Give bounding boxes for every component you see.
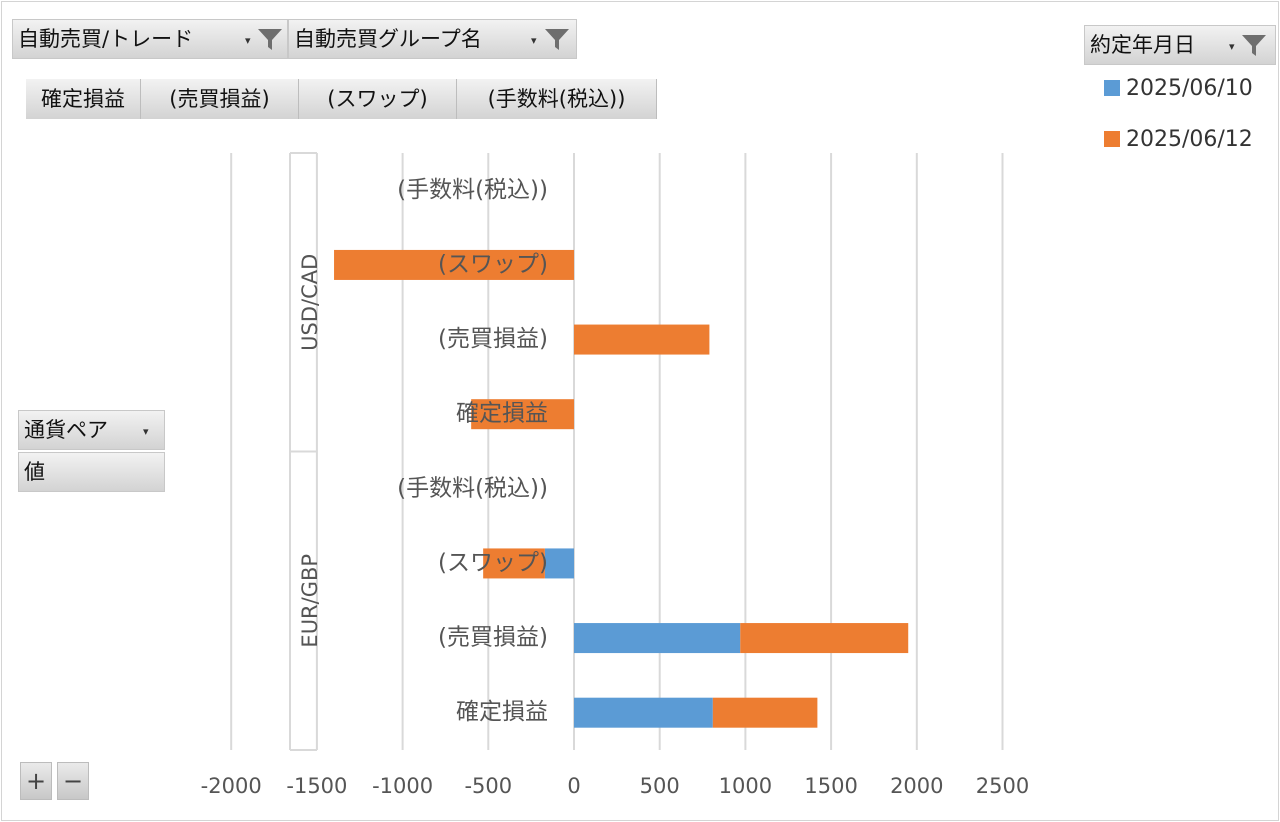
values-field-button[interactable]: 値: [18, 452, 165, 492]
group-filter-label: 自動売買グループ名: [294, 27, 482, 51]
bar-2: [712, 697, 818, 728]
bar-2: [334, 249, 574, 280]
x-tick-label: -1000: [372, 774, 433, 798]
bar-2: [740, 623, 909, 654]
trade-filter-button[interactable]: 自動売買/トレード ▾: [12, 19, 288, 59]
legend-item-series1: 2025/06/10: [1104, 74, 1253, 104]
category-label: 確定損益: [456, 401, 548, 427]
bar-2: [574, 324, 710, 355]
chevron-down-icon[interactable]: ▾: [1229, 40, 1235, 53]
date-filter-label: 約定年月日: [1090, 33, 1195, 57]
currency-pair-label: 通貨ペア: [24, 418, 108, 442]
trade-filter-label: 自動売買/トレード: [18, 27, 194, 51]
x-tick-label: -1500: [286, 774, 347, 798]
bar-1: [574, 623, 741, 654]
legend-label: 2025/06/12: [1126, 127, 1253, 152]
x-tick-label: 2000: [890, 774, 943, 798]
legend-swatch: [1104, 131, 1120, 147]
legend-item-series2: 2025/06/12: [1104, 125, 1253, 155]
legend-swatch: [1104, 80, 1120, 96]
x-tick-label: 0: [567, 774, 580, 798]
group-label: USD/CAD: [298, 254, 322, 351]
bar-1: [574, 697, 713, 728]
filter-icon[interactable]: [257, 26, 283, 52]
chevron-down-icon[interactable]: ▾: [143, 425, 149, 438]
bar-2: [483, 548, 545, 579]
category-label: (売買損益): [438, 625, 548, 651]
currency-pair-filter-button[interactable]: 通貨ペア ▾: [18, 410, 165, 450]
category-label: 確定損益: [456, 699, 548, 725]
x-tick-label: 500: [640, 774, 680, 798]
expand-button[interactable]: +: [20, 762, 52, 800]
chevron-down-icon[interactable]: ▾: [245, 34, 251, 47]
values-field-label: 値: [24, 460, 45, 484]
category-label: (スワップ): [438, 251, 548, 277]
group-filter-button[interactable]: 自動売買グループ名 ▾: [288, 19, 577, 59]
legend-label: 2025/06/10: [1126, 76, 1253, 101]
value-button-trade-pl[interactable]: (売買損益): [141, 79, 299, 119]
x-tick-label: -2000: [201, 774, 262, 798]
date-filter-button[interactable]: 約定年月日 ▾: [1084, 25, 1276, 65]
value-button-fee[interactable]: (手数料(税込)): [457, 79, 657, 119]
group-label: EUR/GBP: [298, 554, 322, 648]
category-label: (スワップ): [438, 550, 548, 576]
x-tick-label: 1500: [804, 774, 857, 798]
category-label: (手数料(税込)): [397, 177, 548, 203]
bar-2: [471, 399, 574, 430]
x-tick-label: -500: [464, 774, 512, 798]
filter-icon[interactable]: [544, 26, 570, 52]
x-tick-label: 1000: [719, 774, 772, 798]
category-label: (売買損益): [438, 326, 548, 352]
category-label: (手数料(税込)): [397, 475, 548, 501]
collapse-button[interactable]: −: [57, 762, 89, 800]
chevron-down-icon[interactable]: ▾: [531, 34, 537, 47]
value-button-confirmed-pl[interactable]: 確定損益: [26, 79, 141, 119]
x-tick-label: 2500: [976, 774, 1029, 798]
bar-1: [544, 548, 574, 579]
filter-icon[interactable]: [1241, 32, 1267, 58]
value-button-swap[interactable]: (スワップ): [299, 79, 457, 119]
